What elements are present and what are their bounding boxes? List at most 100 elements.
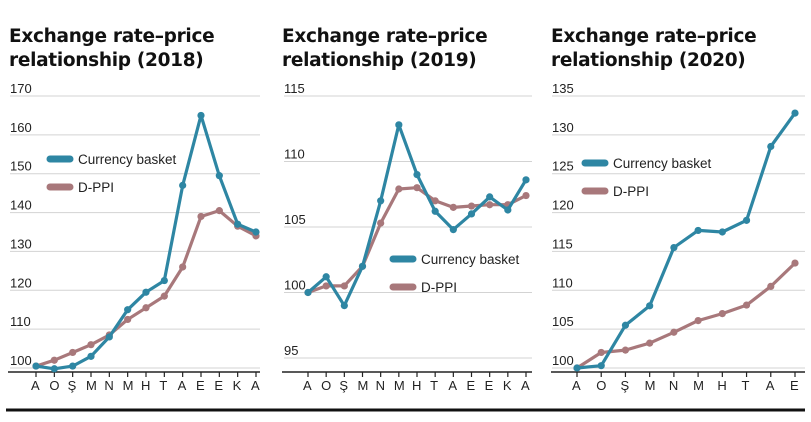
x-tick-label: N — [104, 378, 113, 393]
y-tick-label: 135 — [552, 81, 574, 96]
x-tick-label: A — [31, 378, 40, 393]
data-point — [50, 365, 58, 373]
x-tick-label: H — [141, 378, 150, 393]
series-line-d-ppi — [576, 261, 797, 370]
data-point — [50, 356, 58, 364]
legend-label: Currency basket — [613, 156, 712, 171]
x-tick-label: Ş — [339, 378, 348, 393]
data-point — [69, 348, 77, 357]
x-tick-label: A — [572, 378, 581, 393]
data-point — [522, 176, 530, 184]
x-tick-label: M — [358, 378, 369, 393]
x-tick-label: K — [503, 378, 512, 393]
data-point — [358, 262, 367, 270]
data-point — [142, 304, 150, 312]
data-point — [621, 346, 630, 354]
data-point — [395, 121, 403, 129]
y-tick-label: 125 — [552, 159, 574, 174]
x-tick-label: A — [448, 378, 457, 393]
x-tick-label: Ş — [68, 378, 77, 393]
chart-panel-1: Exchange rate–price relationship (2018) 10… — [8, 26, 260, 393]
data-point — [179, 181, 187, 189]
x-tick-label: M — [86, 378, 97, 393]
x-tick-label: M — [693, 378, 704, 393]
y-tick-label: 105 — [284, 212, 306, 227]
x-tick-label: N — [669, 378, 678, 393]
x-tick-label: E — [467, 378, 476, 393]
x-tick-label: O — [49, 378, 59, 393]
y-tick-label: 150 — [10, 159, 32, 174]
chart-panel-3: Exchange rate–price relationship (2020) 10… — [551, 26, 805, 393]
data-point — [179, 263, 187, 271]
x-tick-label: M — [645, 378, 656, 393]
chart-title-line: relationship (2018) — [9, 50, 203, 71]
chart-title-line: Exchange rate–price — [282, 26, 487, 47]
y-tick-label: 160 — [10, 120, 32, 135]
x-tick-label: N — [376, 378, 385, 393]
data-point — [234, 220, 242, 228]
data-point — [215, 172, 223, 180]
data-point — [718, 228, 726, 236]
x-tick-label: H — [717, 378, 726, 393]
data-point — [69, 362, 77, 370]
x-tick-label: A — [766, 378, 775, 393]
data-point — [767, 282, 775, 290]
data-point — [340, 282, 348, 290]
x-tick-label: E — [790, 378, 799, 393]
y-tick-label: 120 — [552, 198, 574, 213]
legend-label: D-PPI — [613, 184, 649, 199]
data-point — [522, 191, 530, 200]
x-tick-label: E — [214, 378, 223, 393]
data-point — [322, 273, 330, 281]
chart-title-line: relationship (2019) — [282, 50, 476, 71]
data-point — [486, 193, 494, 201]
data-point — [124, 315, 132, 324]
data-point — [694, 316, 702, 325]
x-tick-label: A — [178, 378, 187, 393]
data-point — [791, 259, 799, 267]
data-point — [160, 292, 168, 300]
data-point — [670, 243, 678, 252]
data-point — [160, 276, 168, 285]
y-tick-label: 115 — [284, 81, 305, 96]
data-point — [486, 201, 494, 209]
data-point — [467, 210, 476, 218]
y-tick-label: 120 — [10, 275, 32, 290]
data-point — [32, 362, 40, 370]
legend-label: D-PPI — [78, 180, 114, 195]
data-point — [742, 301, 751, 309]
y-tick-label: 140 — [10, 198, 32, 213]
y-tick-label: 100 — [284, 278, 306, 293]
data-point — [322, 282, 330, 290]
data-point — [105, 333, 113, 341]
legend-label: Currency basket — [421, 252, 520, 267]
data-point — [646, 339, 654, 347]
x-tick-label: Ş — [620, 378, 629, 393]
series-line-d-ppi — [35, 209, 257, 368]
x-tick-label: A — [521, 378, 530, 393]
data-point — [431, 207, 439, 215]
data-point — [413, 184, 421, 192]
x-tick-label: T — [742, 378, 750, 393]
data-point — [742, 216, 751, 224]
data-point — [597, 362, 605, 370]
x-tick-label: E — [196, 378, 205, 393]
x-tick-label: M — [123, 378, 134, 393]
x-tick-label: O — [321, 378, 331, 393]
data-point — [573, 364, 581, 372]
x-tick-label: O — [596, 378, 606, 393]
data-point — [597, 348, 605, 357]
data-point — [431, 197, 439, 205]
y-tick-label: 100 — [552, 353, 574, 368]
data-point — [449, 203, 457, 211]
data-point — [124, 306, 132, 314]
y-tick-label: 110 — [284, 147, 305, 162]
data-point — [87, 341, 95, 349]
y-tick-label: 110 — [10, 314, 31, 329]
x-tick-label: K — [233, 378, 242, 393]
data-point — [197, 212, 205, 221]
data-point — [304, 288, 312, 297]
data-point — [340, 302, 348, 310]
chart-title-line: relationship (2020) — [551, 50, 745, 71]
